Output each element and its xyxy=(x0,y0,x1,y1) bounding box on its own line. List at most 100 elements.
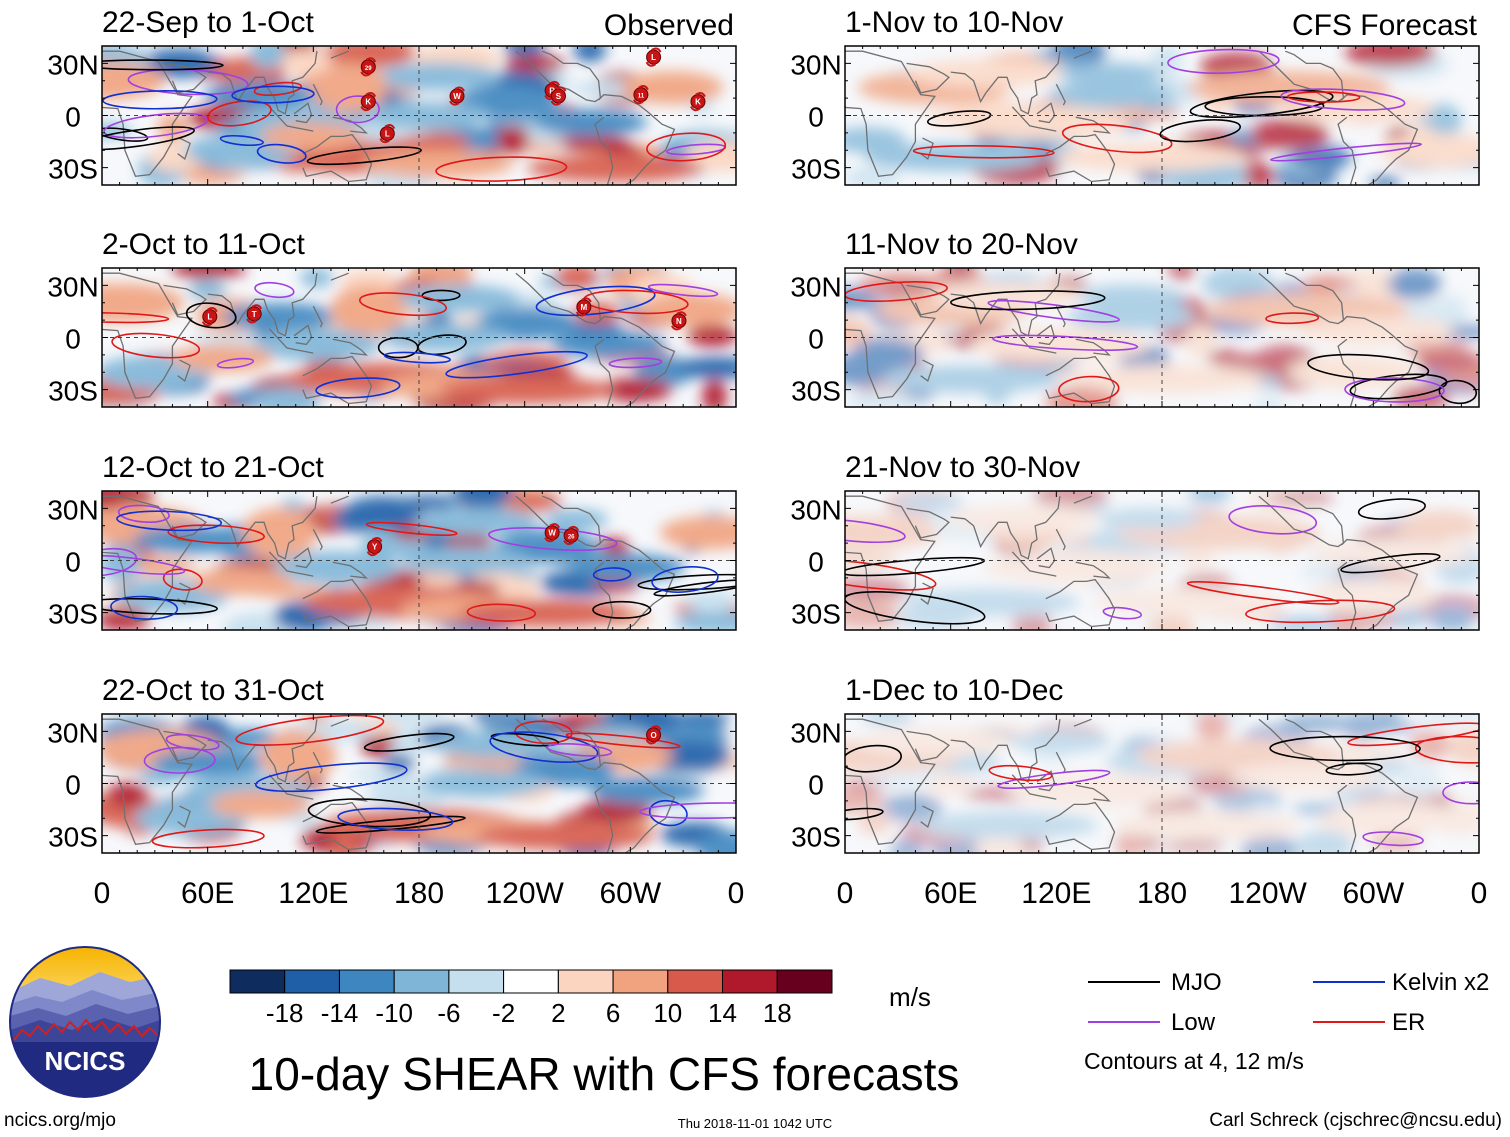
ncics-logo: NCICS xyxy=(9,946,161,1098)
panel-period-title: 22-Sep to 1-Oct xyxy=(102,6,314,39)
lat-tick-label: 30S xyxy=(791,376,841,407)
storm-label: 26 xyxy=(568,534,575,540)
colorbar-tick-label: 6 xyxy=(606,998,620,1028)
storm-marker: 11 xyxy=(633,85,649,105)
lat-tick-label: 0 xyxy=(808,770,824,801)
lat-tick-label: 0 xyxy=(65,547,81,578)
lon-tick-label: 60E xyxy=(924,877,977,910)
shear-field xyxy=(845,268,1479,407)
panel-ticks xyxy=(101,267,737,408)
colorbar-bin xyxy=(229,969,286,994)
storm-marker: L xyxy=(379,123,396,144)
colorbar-bin xyxy=(339,969,395,994)
storm-label: R xyxy=(549,86,555,95)
legend: MJO Kelvin x2 Low ER Contours at 4, 12 m… xyxy=(1084,969,1489,1074)
storm-marker: S xyxy=(550,86,567,106)
anomaly-contours xyxy=(845,722,1479,847)
lat-tick-label: 30S xyxy=(48,822,98,853)
colorbar-bin xyxy=(722,969,778,994)
colorbar-tick-label: 2 xyxy=(551,998,565,1028)
colorbar-bin xyxy=(448,969,505,994)
storm-marker: L xyxy=(645,47,662,67)
lat-tick-label: 30N xyxy=(47,49,98,80)
legend-kelvin-label: Kelvin x2 xyxy=(1392,969,1489,996)
lon-tick-label: 0 xyxy=(94,877,111,910)
storm-markers: L T M N xyxy=(201,297,687,331)
panel-2-oct-to-11-oct: L T M N 30N 0 30S 2-Oct to 11-Oct xyxy=(47,228,737,408)
lon-tick-label: 0 xyxy=(1471,877,1488,910)
legend-er-label: ER xyxy=(1392,1009,1425,1036)
panel-1-nov-to-10-nov: 30N 0 30S 1-Nov to 10-Nov CFS Forecast xyxy=(790,6,1480,186)
lon-tick-label: 180 xyxy=(1137,877,1187,910)
anomaly-contours xyxy=(102,281,719,399)
colorbar-bin xyxy=(284,969,340,994)
storm-label: W xyxy=(548,529,556,538)
colorbar-tick-label: -2 xyxy=(492,998,515,1028)
lat-tick-label: 0 xyxy=(808,102,824,133)
panel-ticks xyxy=(101,45,737,186)
colorbar-tick-label: 18 xyxy=(763,998,792,1028)
lat-tick-label: 30S xyxy=(791,599,841,630)
panel-period-title: 1-Dec to 10-Dec xyxy=(845,674,1063,707)
lat-tick-label: 30S xyxy=(48,376,98,407)
lon-tick-label: 0 xyxy=(728,877,745,910)
colorbar-units: m/s xyxy=(889,982,931,1012)
storm-label: 29 xyxy=(365,66,372,72)
lat-tick-label: 0 xyxy=(65,102,81,133)
shear-field xyxy=(102,714,736,853)
storm-marker: K xyxy=(690,92,706,112)
storm-label: T xyxy=(252,310,257,319)
panel-period-title: 1-Nov to 10-Nov xyxy=(845,6,1063,39)
storm-marker: O xyxy=(645,725,662,745)
colorbar-bin xyxy=(776,969,833,994)
colorbar-tick-label: -18 xyxy=(266,998,304,1028)
logo-text: NCICS xyxy=(45,1046,126,1076)
lon-tick-label: 60W xyxy=(599,877,661,910)
lat-tick-label: 30N xyxy=(790,717,841,748)
lat-tick-label: 0 xyxy=(808,324,824,355)
storm-label: N xyxy=(676,317,682,326)
panel-21-nov-to-30-nov: 30N 0 30S 21-Nov to 30-Nov xyxy=(790,451,1480,631)
storm-label: K xyxy=(695,98,701,107)
storm-marker: N xyxy=(671,311,687,331)
panel-ticks xyxy=(844,713,1480,854)
storm-label: W xyxy=(453,92,461,101)
storm-label: L xyxy=(651,53,656,62)
storm-label: L xyxy=(385,130,390,139)
coastlines xyxy=(845,272,1419,407)
panel-ticks xyxy=(844,267,1480,408)
panel-22-oct-to-31-oct: O 30N 0 30S 22-Oct to 31-Oct 0 60E 120E 180 120W 6… xyxy=(47,674,745,910)
storm-label: L xyxy=(207,313,212,322)
storm-label: 11 xyxy=(638,94,645,100)
storm-label: S xyxy=(556,92,562,101)
panel-12-oct-to-21-oct: Y W 26 30N 0 30S 12-Oct to 21-Oct xyxy=(47,451,737,631)
colorbar: -18 -14 -10 -6 -2 2 6 10 14 18 m/s xyxy=(229,969,931,1028)
coastlines xyxy=(845,50,1419,185)
colorbar-tick-label: -10 xyxy=(375,998,413,1028)
lat-tick-label: 0 xyxy=(808,547,824,578)
colorbar-tick-label: 10 xyxy=(653,998,682,1028)
panel-1-dec-to-10-dec: 30N 0 30S 1-Dec to 10-Dec 0 60E 120E 180 120W 60W… xyxy=(790,674,1488,910)
storm-marker: 26 xyxy=(563,525,580,546)
footer-website[interactable]: ncics.org/mjo xyxy=(4,1110,116,1131)
lon-tick-label: 120W xyxy=(485,877,564,910)
lon-tick-label: 60W xyxy=(1342,877,1404,910)
panels-layer: 29 K L W RS L 11 K 30N 0 30S 22-Sep to 1-Oct Observe… xyxy=(47,6,1488,910)
storm-label: O xyxy=(650,731,656,740)
panel-period-title: 21-Nov to 30-Nov xyxy=(845,451,1080,484)
lon-tick-label: 0 xyxy=(837,877,854,910)
lat-tick-label: 30N xyxy=(790,271,841,302)
coastlines xyxy=(102,495,676,630)
panel-period-title: 12-Oct to 21-Oct xyxy=(102,451,324,484)
panel-period-title: 22-Oct to 31-Oct xyxy=(102,674,324,707)
lat-tick-label: 30N xyxy=(790,49,841,80)
anomaly-contours xyxy=(102,59,727,182)
footer-timestamp: Thu 2018-11-01 1042 UTC xyxy=(678,1116,832,1131)
legend-mjo-label: MJO xyxy=(1171,969,1222,996)
lat-tick-label: 30N xyxy=(47,717,98,748)
main-title: 10-day SHEAR with CFS forecasts xyxy=(249,1048,960,1100)
storm-marker: W xyxy=(449,86,465,106)
panel-ticks xyxy=(844,45,1480,186)
lat-tick-label: 30N xyxy=(790,494,841,525)
